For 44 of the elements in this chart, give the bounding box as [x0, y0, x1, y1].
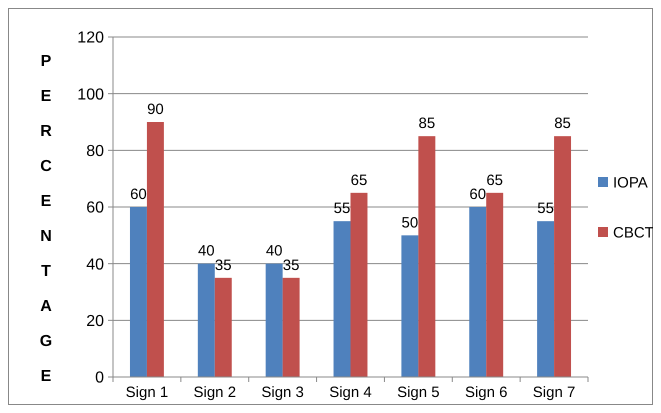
data-label: 40 [198, 242, 215, 260]
bar [486, 192, 504, 377]
bar [401, 235, 418, 377]
y-tick-label: 20 [86, 312, 104, 330]
data-label: 55 [334, 200, 350, 218]
x-tick-label: Sign 4 [329, 384, 372, 401]
data-label: 55 [537, 200, 554, 218]
data-label: 65 [350, 172, 368, 189]
x-tick-label: Sign 6 [464, 384, 508, 401]
y-tick-label: 40 [86, 256, 104, 274]
data-label: 60 [469, 186, 486, 203]
x-tick-label: Sign 5 [397, 384, 440, 401]
bar [130, 207, 147, 377]
bar [146, 122, 164, 377]
bar [554, 136, 572, 377]
bar [214, 278, 232, 377]
bar [198, 264, 215, 377]
x-tick-label: Sign 1 [126, 384, 168, 401]
y-tick-label: 100 [77, 86, 104, 104]
bar [266, 264, 283, 377]
y-tick-label: 80 [86, 142, 104, 160]
bar [418, 136, 436, 377]
bar [537, 221, 554, 377]
data-label: 85 [418, 115, 436, 132]
x-tick-label: Sign 7 [532, 384, 576, 401]
data-label: 60 [130, 186, 147, 203]
data-label: 85 [554, 115, 571, 132]
y-tick-label: 0 [95, 370, 104, 387]
bar [334, 221, 350, 377]
bar [350, 192, 368, 377]
data-label: 65 [486, 172, 504, 189]
bar [282, 278, 300, 377]
y-tick-label: 120 [77, 30, 104, 47]
legend-label: IOPA [613, 174, 648, 192]
x-tick-label: Sign 2 [194, 384, 236, 401]
data-label: 35 [214, 256, 232, 274]
data-label: 50 [402, 214, 418, 232]
x-tick-label: Sign 3 [261, 384, 304, 401]
y-tick-label: 60 [86, 200, 104, 217]
data-label: 40 [266, 242, 283, 260]
text: PERCENTAGE [40, 53, 52, 385]
bar [469, 207, 486, 377]
data-label: 35 [282, 256, 300, 274]
data-label: 90 [147, 101, 164, 118]
